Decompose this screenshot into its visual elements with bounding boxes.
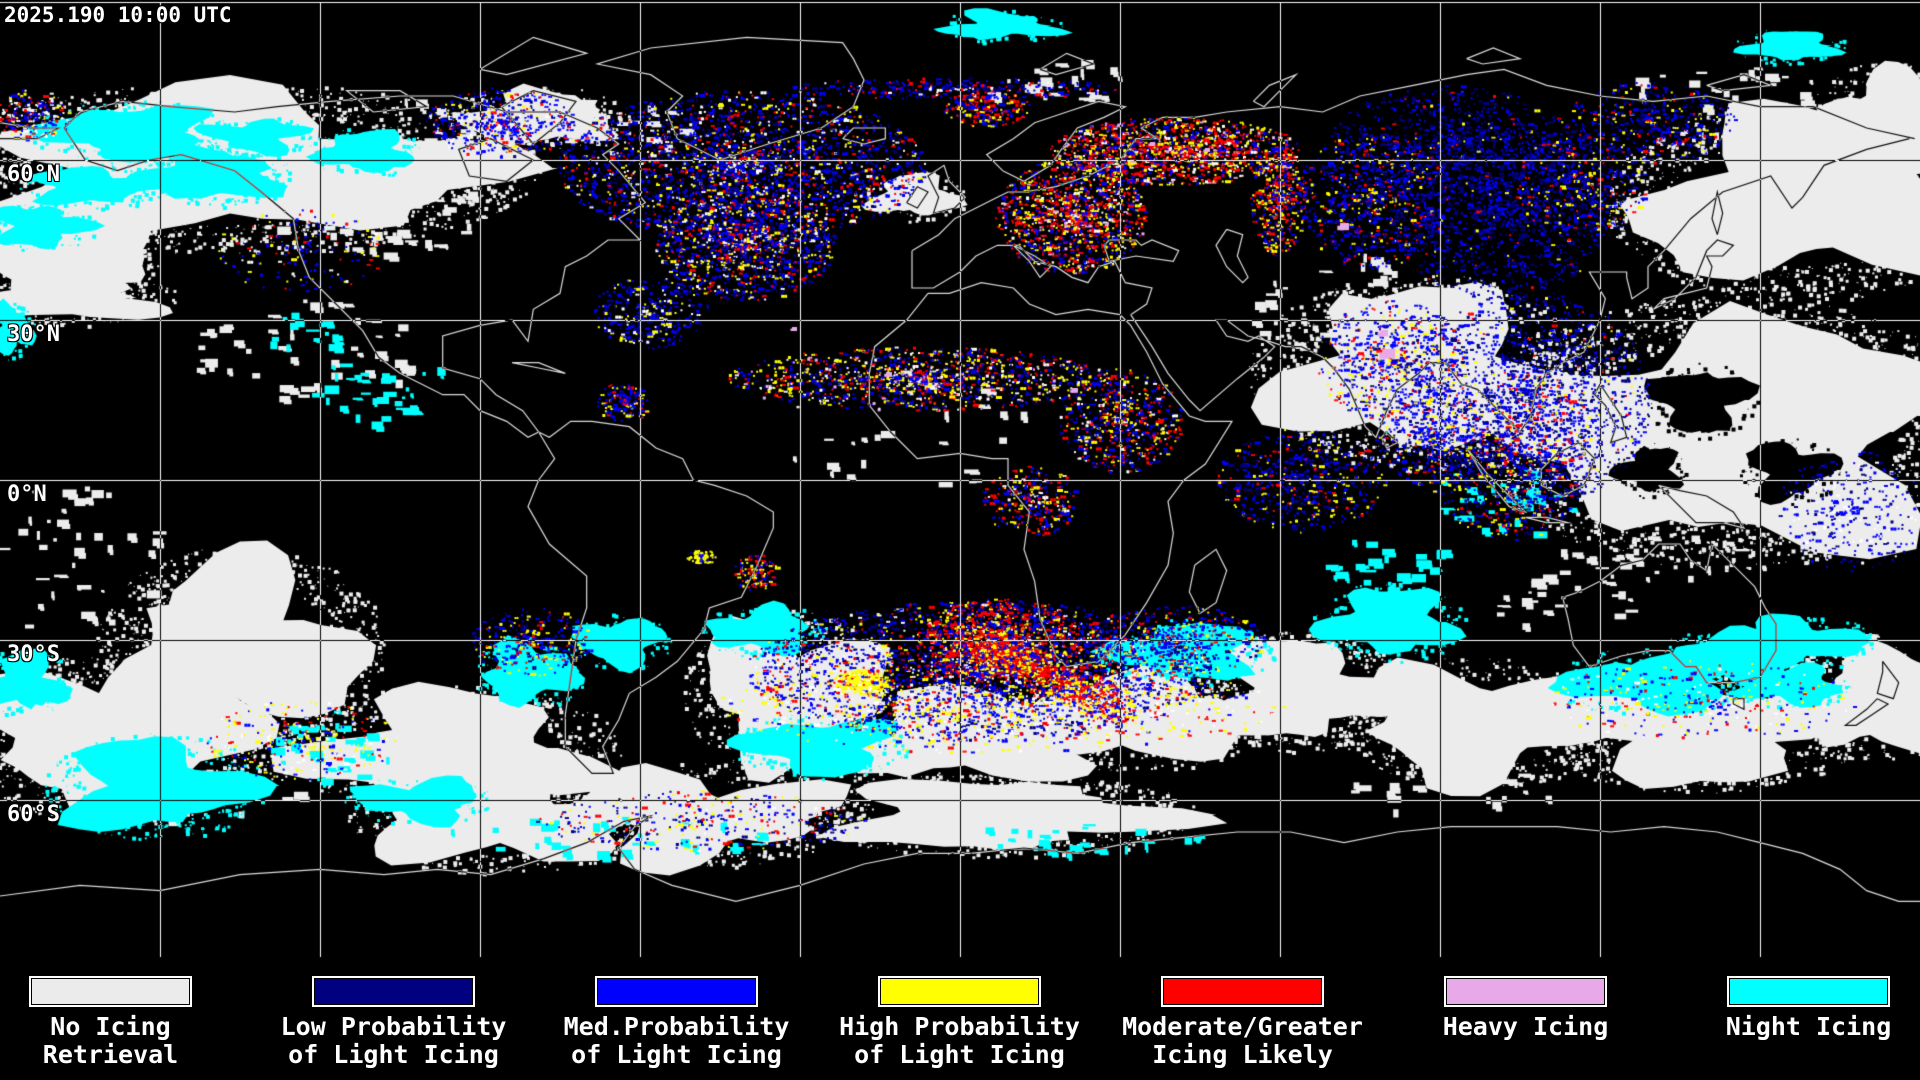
timestamp-label: 2025.190 10:00 UTC <box>4 3 232 27</box>
latitude-label-30s: 30°S <box>7 642 60 667</box>
latitude-label-60s: 60°S <box>7 802 60 827</box>
latitude-label-0n: 0°N <box>7 482 47 507</box>
latitude-label-30n: 30°N <box>7 322 60 347</box>
latitude-label-60n: 60°N <box>7 162 60 187</box>
